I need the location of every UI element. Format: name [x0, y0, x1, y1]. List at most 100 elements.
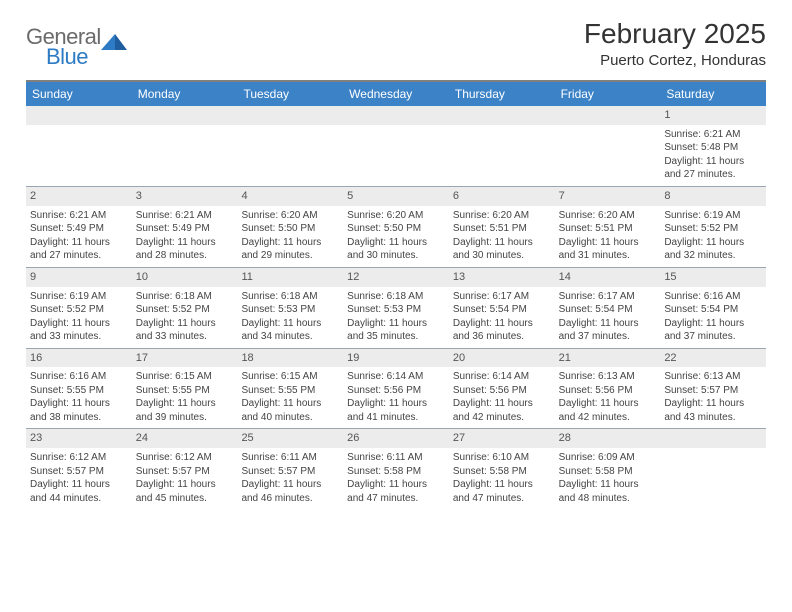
day-number: 21	[555, 349, 661, 368]
day-cell: 7 Sunrise: 6:20 AMSunset: 5:51 PMDaylight…	[555, 187, 661, 267]
day-number	[237, 106, 343, 125]
sunrise-line: Sunrise: 6:13 AM	[664, 370, 762, 384]
sunset-line: Sunset: 5:50 PM	[241, 222, 339, 236]
daylight-line: Daylight: 11 hours and 47 minutes.	[453, 478, 551, 505]
day-info: Sunrise: 6:10 AMSunset: 5:58 PMDaylight:…	[453, 451, 551, 505]
day-info: Sunrise: 6:15 AMSunset: 5:55 PMDaylight:…	[136, 370, 234, 424]
day-info: Sunrise: 6:14 AMSunset: 5:56 PMDaylight:…	[453, 370, 551, 424]
day-number: 25	[237, 429, 343, 448]
sunrise-line: Sunrise: 6:10 AM	[453, 451, 551, 465]
day-cell: 20Sunrise: 6:14 AMSunset: 5:56 PMDayligh…	[449, 349, 555, 429]
daylight-line: Daylight: 11 hours and 27 minutes.	[664, 155, 762, 182]
day-number: 15	[660, 268, 766, 287]
day-number: 17	[132, 349, 238, 368]
day-cell: 27Sunrise: 6:10 AMSunset: 5:58 PMDayligh…	[449, 429, 555, 509]
day-info: Sunrise: 6:11 AMSunset: 5:58 PMDaylight:…	[347, 451, 445, 505]
sunset-line: Sunset: 5:53 PM	[347, 303, 445, 317]
day-number: 19	[343, 349, 449, 368]
day-info: Sunrise: 6:20 AMSunset: 5:51 PMDaylight:…	[453, 209, 551, 263]
day-header-cell: Monday	[132, 82, 238, 106]
day-number	[343, 106, 449, 125]
daylight-line: Daylight: 11 hours and 41 minutes.	[347, 397, 445, 424]
day-cell	[449, 106, 555, 186]
sunset-line: Sunset: 5:55 PM	[241, 384, 339, 398]
day-number: 5	[343, 187, 449, 206]
day-info: Sunrise: 6:09 AMSunset: 5:58 PMDaylight:…	[559, 451, 657, 505]
daylight-line: Daylight: 11 hours and 30 minutes.	[347, 236, 445, 263]
sunset-line: Sunset: 5:54 PM	[559, 303, 657, 317]
sunset-line: Sunset: 5:57 PM	[136, 465, 234, 479]
day-number	[132, 106, 238, 125]
sunrise-line: Sunrise: 6:09 AM	[559, 451, 657, 465]
day-info: Sunrise: 6:16 AMSunset: 5:54 PMDaylight:…	[664, 290, 762, 344]
day-info: Sunrise: 6:15 AMSunset: 5:55 PMDaylight:…	[241, 370, 339, 424]
sunset-line: Sunset: 5:50 PM	[347, 222, 445, 236]
sunset-line: Sunset: 5:52 PM	[664, 222, 762, 236]
day-number	[555, 106, 661, 125]
daylight-line: Daylight: 11 hours and 47 minutes.	[347, 478, 445, 505]
day-info: Sunrise: 6:13 AMSunset: 5:57 PMDaylight:…	[664, 370, 762, 424]
day-number: 3	[132, 187, 238, 206]
day-number: 11	[237, 268, 343, 287]
day-number: 1	[660, 106, 766, 125]
day-cell: 23Sunrise: 6:12 AMSunset: 5:57 PMDayligh…	[26, 429, 132, 509]
day-number: 12	[343, 268, 449, 287]
daylight-line: Daylight: 11 hours and 46 minutes.	[241, 478, 339, 505]
day-info: Sunrise: 6:21 AMSunset: 5:49 PMDaylight:…	[30, 209, 128, 263]
sunrise-line: Sunrise: 6:15 AM	[241, 370, 339, 384]
day-info: Sunrise: 6:18 AMSunset: 5:52 PMDaylight:…	[136, 290, 234, 344]
sunrise-line: Sunrise: 6:18 AM	[136, 290, 234, 304]
day-info: Sunrise: 6:17 AMSunset: 5:54 PMDaylight:…	[453, 290, 551, 344]
week-row: 16Sunrise: 6:16 AMSunset: 5:55 PMDayligh…	[26, 349, 766, 430]
daylight-line: Daylight: 11 hours and 44 minutes.	[30, 478, 128, 505]
sunrise-line: Sunrise: 6:21 AM	[30, 209, 128, 223]
sunrise-line: Sunrise: 6:19 AM	[664, 209, 762, 223]
daylight-line: Daylight: 11 hours and 27 minutes.	[30, 236, 128, 263]
day-cell: 9Sunrise: 6:19 AMSunset: 5:52 PMDaylight…	[26, 268, 132, 348]
sunset-line: Sunset: 5:56 PM	[559, 384, 657, 398]
sunset-line: Sunset: 5:56 PM	[347, 384, 445, 398]
day-info: Sunrise: 6:21 AMSunset: 5:49 PMDaylight:…	[136, 209, 234, 263]
day-cell: 17 Sunrise: 6:15 AMSunset: 5:55 PMDayligh…	[132, 349, 238, 429]
day-number: 26	[343, 429, 449, 448]
sunset-line: Sunset: 5:58 PM	[453, 465, 551, 479]
sunset-line: Sunset: 5:54 PM	[453, 303, 551, 317]
daylight-line: Daylight: 11 hours and 31 minutes.	[559, 236, 657, 263]
sunrise-line: Sunrise: 6:14 AM	[453, 370, 551, 384]
day-header-row: SundayMondayTuesdayWednesdayThursdayFrid…	[26, 82, 766, 106]
sunset-line: Sunset: 5:57 PM	[30, 465, 128, 479]
day-number: 6	[449, 187, 555, 206]
daylight-line: Daylight: 11 hours and 34 minutes.	[241, 317, 339, 344]
day-info: Sunrise: 6:16 AMSunset: 5:55 PMDaylight:…	[30, 370, 128, 424]
day-number	[660, 429, 766, 448]
weeks-container: 1Sunrise: 6:21 AMSunset: 5:48 PMDaylight…	[26, 106, 766, 509]
sunset-line: Sunset: 5:57 PM	[241, 465, 339, 479]
day-cell: 24Sunrise: 6:12 AMSunset: 5:57 PMDayligh…	[132, 429, 238, 509]
daylight-line: Daylight: 11 hours and 33 minutes.	[30, 317, 128, 344]
day-header-cell: Saturday	[660, 82, 766, 106]
day-cell	[132, 106, 238, 186]
day-info: Sunrise: 6:20 AMSunset: 5:50 PMDaylight:…	[241, 209, 339, 263]
week-row: 23Sunrise: 6:12 AMSunset: 5:57 PMDayligh…	[26, 429, 766, 509]
day-cell: 11Sunrise: 6:18 AMSunset: 5:53 PMDayligh…	[237, 268, 343, 348]
calendar-grid: SundayMondayTuesdayWednesdayThursdayFrid…	[26, 82, 766, 509]
sunset-line: Sunset: 5:58 PM	[559, 465, 657, 479]
sunrise-line: Sunrise: 6:13 AM	[559, 370, 657, 384]
day-info: Sunrise: 6:20 AMSunset: 5:50 PMDaylight:…	[347, 209, 445, 263]
day-header-cell: Thursday	[449, 82, 555, 106]
day-cell: 25Sunrise: 6:11 AMSunset: 5:57 PMDayligh…	[237, 429, 343, 509]
location-label: Puerto Cortez, Honduras	[584, 52, 766, 69]
day-number: 7	[555, 187, 661, 206]
sunset-line: Sunset: 5:52 PM	[30, 303, 128, 317]
sunrise-line: Sunrise: 6:18 AM	[347, 290, 445, 304]
day-cell	[555, 106, 661, 186]
day-cell: 1Sunrise: 6:21 AMSunset: 5:48 PMDaylight…	[660, 106, 766, 186]
day-number: 14	[555, 268, 661, 287]
day-cell: 3 Sunrise: 6:21 AMSunset: 5:49 PMDaylight…	[132, 187, 238, 267]
daylight-line: Daylight: 11 hours and 37 minutes.	[559, 317, 657, 344]
day-info: Sunrise: 6:20 AMSunset: 5:51 PMDaylight:…	[559, 209, 657, 263]
daylight-line: Daylight: 11 hours and 45 minutes.	[136, 478, 234, 505]
day-cell	[26, 106, 132, 186]
day-cell: 13Sunrise: 6:17 AMSunset: 5:54 PMDayligh…	[449, 268, 555, 348]
daylight-line: Daylight: 11 hours and 32 minutes.	[664, 236, 762, 263]
